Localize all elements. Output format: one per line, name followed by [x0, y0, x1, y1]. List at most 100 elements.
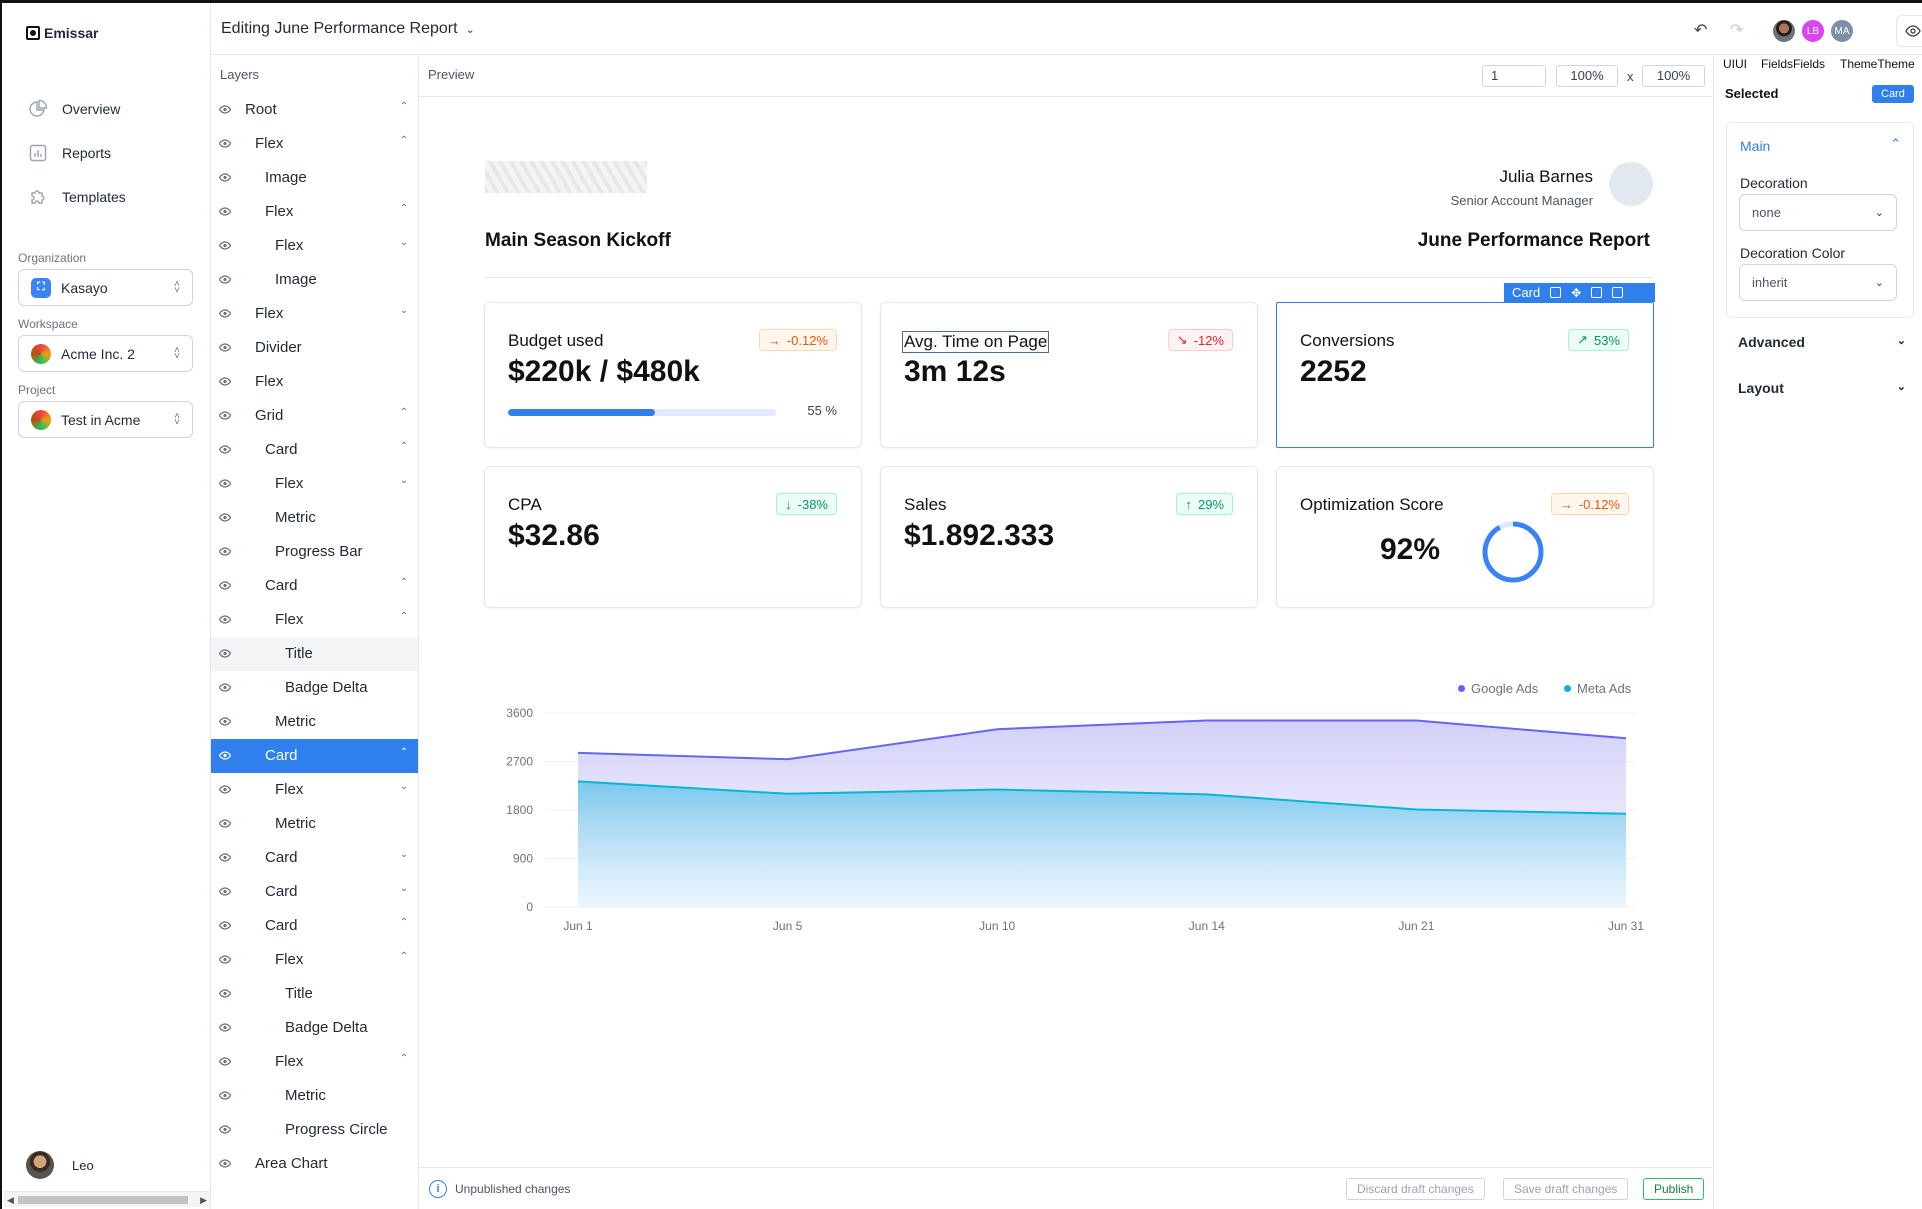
layer-row[interactable]: Title [211, 977, 418, 1011]
eye-icon[interactable] [219, 785, 231, 794]
eye-icon[interactable] [219, 887, 231, 896]
eye-icon[interactable] [219, 479, 231, 488]
metric-card-optimization[interactable]: Optimization Score → -0.12% 92% [1276, 466, 1654, 608]
duplicate-icon[interactable] [1591, 287, 1603, 298]
eye-icon[interactable] [219, 207, 231, 216]
chevron-up-icon[interactable]: ⌃ [1890, 136, 1901, 151]
layer-row[interactable]: Flex ⌃ [211, 195, 418, 229]
zoom-height-input[interactable]: 100% [1642, 65, 1705, 87]
eye-icon[interactable] [219, 581, 231, 590]
eye-icon[interactable] [219, 955, 231, 964]
chevron-down-icon[interactable]: ⌄ [399, 305, 408, 316]
nav-item-reports[interactable]: Reports [28, 143, 111, 163]
eye-icon[interactable] [219, 683, 231, 692]
brand-logo[interactable]: Emissar [26, 25, 98, 41]
layer-row[interactable]: Metric [211, 807, 418, 841]
chevron-up-icon[interactable]: ⌃ [399, 135, 408, 146]
layer-row[interactable]: Grid ⌃ [211, 399, 418, 433]
move-icon[interactable]: ✥ [1571, 285, 1582, 300]
layer-row[interactable]: Flex ⌃ [211, 127, 418, 161]
layer-row[interactable]: Card ⌃ [211, 569, 418, 603]
chevron-up-icon[interactable]: ⌃ [399, 407, 408, 418]
eye-icon[interactable] [219, 547, 231, 556]
page-input[interactable]: 1 [1482, 65, 1546, 87]
eye-icon[interactable] [219, 1125, 231, 1134]
layer-row[interactable]: Flex ⌃ [211, 1045, 418, 1079]
eye-icon[interactable] [219, 921, 231, 930]
layer-row[interactable]: Flex ⌃ [211, 603, 418, 637]
chevron-up-icon[interactable]: ⌃ [399, 1053, 408, 1064]
line-meta-ads[interactable] [577, 780, 1627, 815]
chevron-up-icon[interactable]: ⌃ [399, 203, 408, 214]
scrollbar-thumb[interactable] [18, 1196, 188, 1204]
chevron-down-icon[interactable]: ⌄ [399, 237, 408, 248]
tab-fields[interactable]: FieldsFields [1761, 57, 1826, 71]
workspace-select[interactable]: Acme Inc. 2 ˄ ˅ [18, 335, 193, 372]
layer-row[interactable]: Area Chart [211, 1147, 418, 1181]
layer-row[interactable]: Flex ⌄ [211, 773, 418, 807]
layer-row[interactable]: Flex ⌃ [211, 943, 418, 977]
layout-section[interactable]: Layout ⌄ [1738, 380, 1906, 396]
layer-row[interactable]: Badge Delta [211, 1011, 418, 1045]
scroll-right-icon[interactable]: ▶ [200, 1195, 207, 1205]
chevron-down-icon[interactable]: ⌄ [399, 781, 408, 792]
eye-icon[interactable] [219, 139, 231, 148]
chevron-up-icon[interactable]: ⌃ [399, 441, 408, 452]
layer-row[interactable]: Badge Delta [211, 671, 418, 705]
main-section-title[interactable]: Main [1740, 138, 1771, 154]
chevron-up-icon[interactable]: ⌃ [399, 951, 408, 962]
layer-row[interactable]: Image [211, 263, 418, 297]
metric-card-sales[interactable]: Sales ↑ 29% $1.892.333 [880, 466, 1258, 608]
horizontal-scrollbar[interactable]: ◀ ▶ [4, 1191, 210, 1207]
layer-row[interactable]: Image [211, 161, 418, 195]
eye-icon[interactable] [219, 1057, 231, 1066]
eye-icon[interactable] [219, 445, 231, 454]
metric-card-budget[interactable]: Budget used → -0.12% $220k / $480k 55 % [484, 302, 862, 448]
eye-icon[interactable] [219, 105, 231, 114]
decoration-select[interactable]: none ⌄ [1739, 194, 1897, 231]
eye-icon[interactable] [219, 615, 231, 624]
discard-draft-button[interactable]: Discard draft changes [1346, 1178, 1485, 1200]
layer-row[interactable]: Card ⌄ [211, 841, 418, 875]
eye-icon[interactable] [219, 853, 231, 862]
layer-row[interactable]: Card ⌃ [211, 433, 418, 467]
legend-google-ads[interactable]: Google Ads [1458, 681, 1538, 696]
chevron-up-icon[interactable]: ⌃ [399, 101, 408, 112]
organization-select[interactable]: ⛶ Kasayo ˄ ˅ [18, 269, 193, 306]
avatar-lb[interactable]: LB [1800, 18, 1826, 44]
card-title[interactable]: Avg. Time on Page [902, 331, 1050, 353]
eye-icon[interactable] [219, 649, 231, 658]
decoration-color-select[interactable]: inherit ⌄ [1739, 264, 1897, 301]
layer-row[interactable]: Divider [211, 331, 418, 365]
tab-theme[interactable]: ThemeTheme [1840, 57, 1915, 71]
save-draft-button[interactable]: Save draft changes [1503, 1178, 1629, 1200]
eye-icon[interactable] [219, 717, 231, 726]
layer-row[interactable]: Card ⌃ [211, 739, 418, 773]
eye-icon[interactable] [219, 241, 231, 250]
nav-item-templates[interactable]: Templates [28, 187, 126, 207]
eye-icon[interactable] [219, 751, 231, 760]
eye-icon[interactable] [219, 819, 231, 828]
eye-icon[interactable] [219, 1023, 231, 1032]
preview-toggle-button[interactable] [1896, 15, 1922, 47]
eye-icon[interactable] [219, 1091, 231, 1100]
eye-icon[interactable] [219, 343, 231, 352]
chevron-down-icon[interactable]: ⌄ [399, 849, 408, 860]
layer-row[interactable]: Flex ⌄ [211, 467, 418, 501]
layer-row[interactable]: Progress Circle [211, 1113, 418, 1147]
advanced-section[interactable]: Advanced ⌄ [1738, 334, 1906, 350]
eye-icon[interactable] [219, 309, 231, 318]
project-select[interactable]: Test in Acme ˄ ˅ [18, 401, 193, 438]
layer-row[interactable]: Card ⌄ [211, 875, 418, 909]
nav-item-overview[interactable]: Overview [28, 99, 120, 119]
layer-row[interactable]: Root ⌃ [211, 93, 418, 127]
chevron-down-icon[interactable]: ⌄ [399, 475, 408, 486]
layer-row[interactable]: Progress Bar [211, 535, 418, 569]
metric-card-avg-time[interactable]: Avg. Time on Page ↘ -12% 3m 12s [880, 302, 1258, 448]
eye-icon[interactable] [219, 989, 231, 998]
eye-icon[interactable] [219, 275, 231, 284]
layer-row[interactable]: Metric [211, 1079, 418, 1113]
publish-button[interactable]: Publish [1643, 1178, 1705, 1200]
avatar-ma[interactable]: MA [1829, 18, 1855, 44]
